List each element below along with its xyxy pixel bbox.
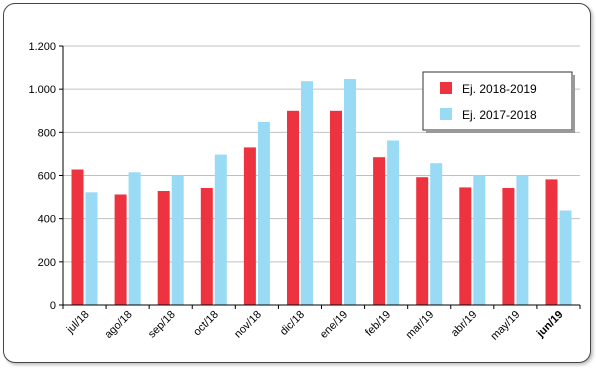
- legend-label-ej-2018-2019: Ej. 2018-2019: [462, 82, 537, 96]
- y-tick-label: 0: [50, 300, 56, 312]
- legend-swatch-ej-2017-2018: [440, 108, 452, 120]
- bar-ej-2018-2019-ene-19: [330, 110, 342, 306]
- x-tick-label: ene/19: [318, 309, 350, 341]
- y-tick-label: 600: [38, 171, 56, 183]
- legend-shadow: [426, 130, 575, 133]
- legend-swatch-ej-2018-2019: [440, 82, 452, 94]
- legend: Ej. 2018-2019 Ej. 2017-2018: [422, 71, 575, 133]
- x-tick-labels: jul/18 ago/18 sep/18 oct/18 nov/18 dic/18 ene/…: [64, 309, 566, 343]
- bars: [71, 79, 572, 306]
- bar-ej-2017-2018-jun-19: [559, 210, 572, 305]
- gridlines: [59, 45, 580, 306]
- x-tick-label: ago/18: [102, 309, 134, 341]
- x-tick-label: nov/18: [232, 309, 264, 341]
- y-tick-label: 1.200: [28, 41, 56, 53]
- bar-ej-2018-2019-sep-18: [157, 191, 170, 305]
- bar-ej-2017-2018-oct-18: [214, 154, 227, 305]
- y-tick-label: 1.000: [28, 84, 56, 96]
- x-tick-label: sep/18: [146, 309, 178, 341]
- bar-ej-2017-2018-abr-19: [473, 175, 486, 305]
- x-tick-label: feb/19: [363, 309, 393, 339]
- x-tick-label: jul/18: [64, 309, 92, 337]
- bar-ej-2018-2019-nov-18: [243, 147, 256, 305]
- bar-ej-2018-2019-jun-19: [545, 179, 558, 305]
- bar-ej-2017-2018-dic-18: [301, 81, 313, 305]
- x-tick-label: mar/19: [404, 309, 437, 342]
- y-tick-label: 200: [38, 257, 56, 269]
- bar-ej-2017-2018-ago-18: [128, 172, 141, 305]
- x-tick-label: jun/19: [534, 309, 566, 341]
- x-tick-label: dic/18: [278, 309, 307, 338]
- legend-label-ej-2017-2018: Ej. 2017-2018: [462, 108, 537, 122]
- x-tick-label: abr/19: [449, 309, 480, 340]
- bar-ej-2017-2018-feb-19: [387, 140, 400, 305]
- legend-box: [422, 71, 573, 131]
- bar-ej-2018-2019-abr-19: [459, 187, 472, 305]
- x-tick-label: oct/18: [191, 309, 221, 339]
- y-tick-labels: 0 200 400 600 800 1.000 1.200: [28, 41, 56, 312]
- bar-ej-2017-2018-sep-18: [171, 175, 184, 305]
- bar-ej-2017-2018-jul-18: [85, 192, 98, 305]
- x-tick-label: may/19: [488, 309, 522, 343]
- bar-ej-2018-2019-oct-18: [200, 188, 213, 305]
- y-tick-label: 800: [38, 127, 56, 139]
- bar-ej-2018-2019-jul-18: [71, 169, 84, 305]
- bar-ej-2017-2018-mar-19: [430, 163, 443, 305]
- bar-ej-2018-2019-dic-18: [287, 110, 299, 306]
- bar-ej-2018-2019-mar-19: [416, 177, 429, 305]
- bar-ej-2018-2019-ago-18: [114, 194, 127, 305]
- axes: [62, 46, 581, 309]
- bar-ej-2018-2019-feb-19: [373, 157, 386, 305]
- y-tick-label: 400: [38, 214, 56, 226]
- bar-ej-2017-2018-ene-19: [344, 79, 356, 305]
- bar-ej-2017-2018-may-19: [516, 175, 529, 305]
- legend-shadow-side: [572, 75, 575, 133]
- bar-ej-2018-2019-may-19: [502, 188, 515, 305]
- bar-ej-2017-2018-nov-18: [257, 122, 270, 305]
